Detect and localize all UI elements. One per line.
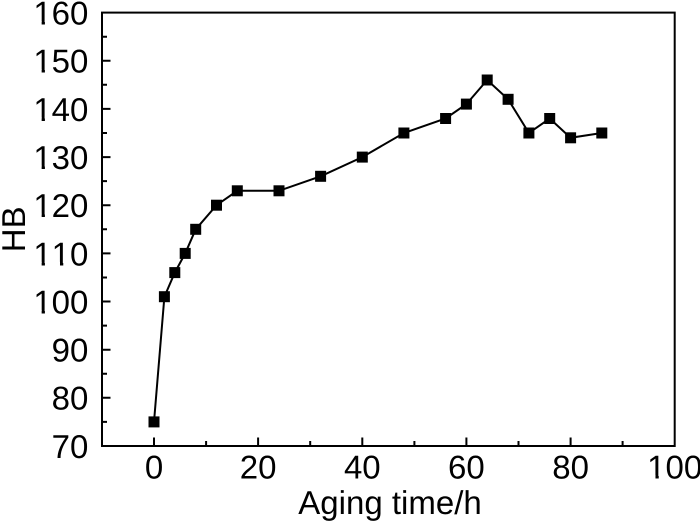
svg-text:110: 110 xyxy=(33,235,88,272)
svg-text:20: 20 xyxy=(240,449,277,486)
svg-text:60: 60 xyxy=(448,449,485,486)
svg-text:160: 160 xyxy=(33,0,88,32)
svg-text:70: 70 xyxy=(52,428,89,465)
svg-text:150: 150 xyxy=(33,43,88,80)
svg-text:HB: HB xyxy=(0,206,32,252)
svg-text:90: 90 xyxy=(52,332,89,369)
svg-text:0: 0 xyxy=(145,449,163,486)
svg-text:80: 80 xyxy=(52,380,89,417)
svg-text:100: 100 xyxy=(647,449,700,486)
svg-text:130: 130 xyxy=(33,139,88,176)
svg-text:140: 140 xyxy=(33,91,88,128)
svg-text:80: 80 xyxy=(552,449,589,486)
svg-text:Aging time/h: Aging time/h xyxy=(298,484,481,521)
svg-text:40: 40 xyxy=(344,449,381,486)
svg-text:100: 100 xyxy=(33,283,88,320)
svg-text:120: 120 xyxy=(33,187,88,224)
